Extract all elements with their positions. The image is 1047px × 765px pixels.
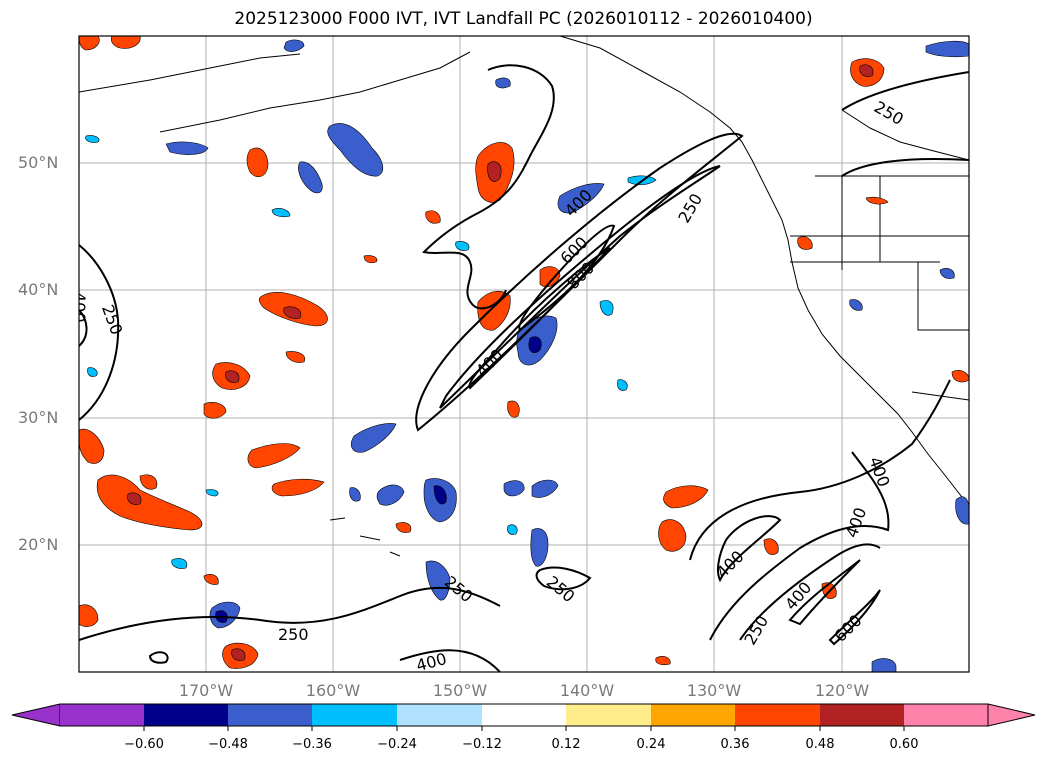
colorbar-tick-label: 0.24 [636,737,666,752]
colorbar-tick-marks [143,726,905,731]
contour-label-400: 400 [781,578,815,614]
contour-label-400: 400 [842,505,870,540]
colorbar-segment [735,704,820,726]
colorbar-tick-label: −0.12 [462,737,502,752]
lon-label-160w: 160°W [305,681,361,700]
colorbar-extend-low [11,703,61,727]
contour-label-250: 250 [871,97,907,129]
colorbar-outline [60,703,988,727]
colorbar-tick-label: −0.24 [377,737,417,752]
lat-label-20n: 20°N [18,535,59,554]
colorbar-segment [60,704,144,726]
colorbar-segment [566,704,651,726]
contour-label-250: 250 [674,190,706,226]
colorbar-tick-label: 0.60 [889,737,919,752]
colorbar-tick-label: −0.36 [292,737,332,752]
positive-fills [79,36,969,669]
lon-label-130w: 130°W [686,681,742,700]
lat-label-40n: 40°N [18,280,59,299]
contour-label-400: 400 [70,292,89,323]
colorbar-tick-label: 0.36 [720,737,750,752]
negative-fills [85,39,969,672]
lon-label-120w: 120°W [814,681,870,700]
colorbar-tick-label: −0.48 [208,737,248,752]
lat-label-50n: 50°N [18,153,59,172]
colorbar-segment [482,704,566,726]
gridlines [79,36,969,672]
colorbar-tick-label: 0.48 [805,737,835,752]
lon-label-150w: 150°W [432,681,488,700]
colorbar-segment [904,704,988,726]
map-frame [78,35,970,673]
colorbar-segment [312,704,397,726]
contour-label-400: 400 [472,345,507,380]
contour-label-250: 250 [278,625,309,644]
colorbar-segment [144,704,228,726]
colorbar-tick-label: 0.12 [551,737,581,752]
lon-label-140w: 140°W [559,681,615,700]
lon-label-170w: 170°W [178,681,234,700]
colorbar-segment [397,704,482,726]
ivt-contours [79,64,969,672]
contour-label-600: 600 [831,611,866,646]
colorbar-segment [820,704,904,726]
contour-label-250: 250 [543,572,579,606]
contour-label-400: 400 [414,649,448,675]
lat-label-30n: 30°N [18,408,59,427]
contour-label-250: 250 [740,612,772,648]
contour-label-250: 250 [98,302,126,337]
coastlines [79,36,969,557]
chart-title: 2025123000 F000 IVT, IVT Landfall PC (20… [234,9,813,29]
colorbar [11,703,1036,731]
colorbar-segment [228,704,312,726]
colorbar-extend-high [987,703,1036,727]
colorbar-segment [651,704,735,726]
colorbar-tick-label: −0.60 [124,737,164,752]
